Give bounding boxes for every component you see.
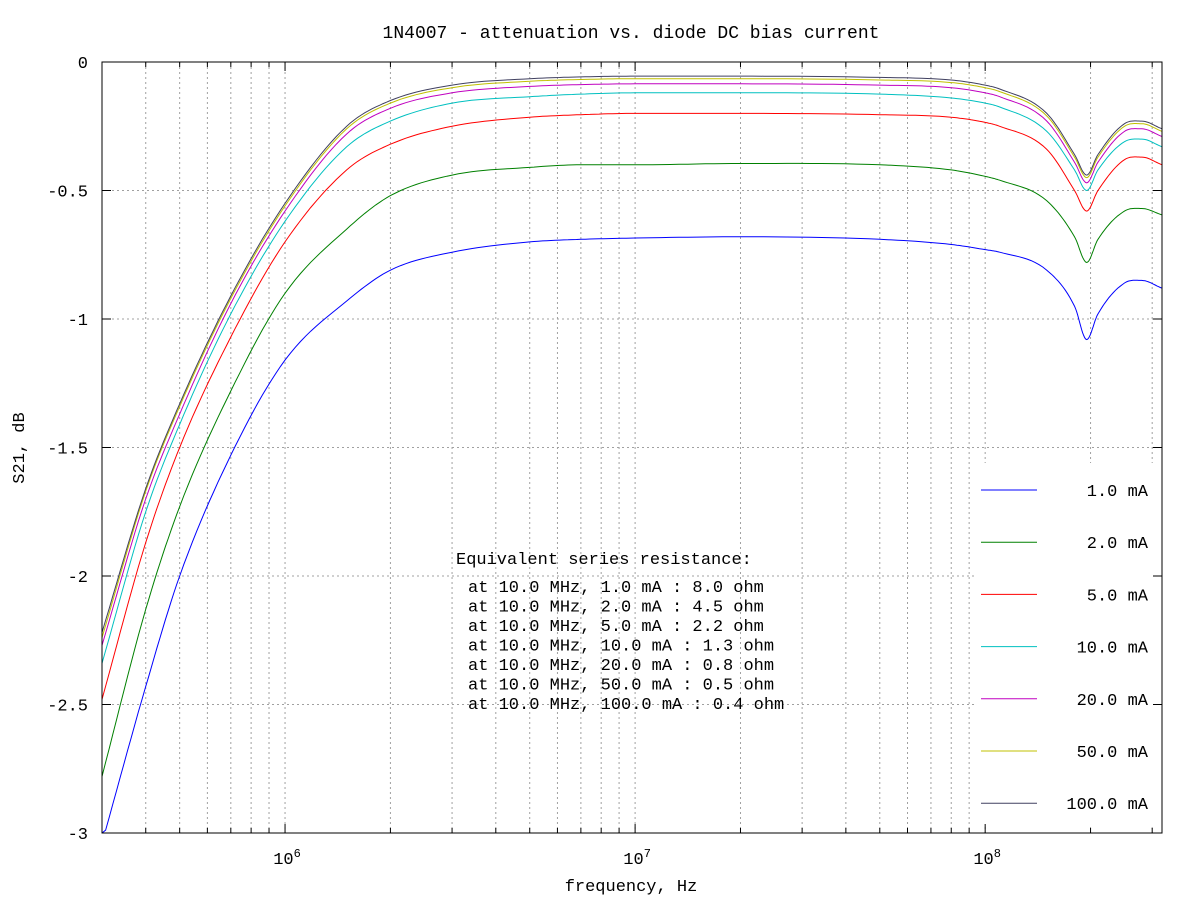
y-tick-label: -3: [68, 826, 88, 845]
y-axis-label: S21, dB: [11, 412, 30, 483]
annotation-heading: Equivalent series resistance:: [456, 551, 752, 570]
series-line-5: [101, 78, 1163, 638]
axis-ticks: 0 -0.5 -1 -1.5 -2 -2.5 -3 106 107 108: [47, 55, 1162, 870]
x-tick-label: 106: [273, 847, 301, 870]
legend-label: 1.0 mA: [1087, 483, 1149, 502]
annotation-line: at 10.0 MHz, 1.0 mA : 8.0 ohm: [468, 579, 764, 598]
y-tick-label: -2.5: [47, 698, 88, 717]
annotation-line: at 10.0 MHz, 2.0 mA : 4.5 ohm: [468, 599, 764, 618]
legend-label: 100.0 mA: [1066, 796, 1148, 815]
annotation-line: at 10.0 MHz, 5.0 mA : 2.2 ohm: [468, 618, 764, 637]
series-layer: [101, 75, 1163, 834]
y-tick-label: 0: [78, 55, 88, 74]
chart-title: 1N4007 - attenuation vs. diode DC bias c…: [383, 24, 880, 44]
resistance-annotation: Equivalent series resistance: at 10.0 MH…: [456, 551, 784, 715]
legend-label: 10.0 mA: [1077, 640, 1149, 659]
legend-background: [974, 463, 1172, 827]
annotation-line: at 10.0 MHz, 20.0 mA : 0.8 ohm: [468, 657, 774, 676]
y-tick-label: -1.5: [47, 441, 88, 460]
series-line-2: [101, 112, 1163, 700]
legend-label: 20.0 mA: [1077, 692, 1149, 711]
y-tick-label: -0.5: [47, 184, 88, 203]
y-tick-label: -2: [68, 569, 88, 588]
series-line-0: [101, 236, 1163, 834]
legend-label: 5.0 mA: [1087, 587, 1149, 606]
y-tick-label: -1: [68, 312, 88, 331]
series-line-1: [101, 162, 1163, 777]
x-axis-label: frequency, Hz: [565, 878, 698, 897]
annotation-line: at 10.0 MHz, 50.0 mA : 0.5 ohm: [468, 677, 774, 696]
x-tick-label: 107: [623, 847, 651, 870]
legend: 1.0 mA 2.0 mA 5.0 mA 10.0 mA 20.0 mA 50.0 mA 1…: [981, 483, 1149, 815]
legend-label: 2.0 mA: [1087, 535, 1149, 554]
annotation-line: at 10.0 MHz, 100.0 mA : 0.4 ohm: [468, 696, 784, 715]
legend-label: 50.0 mA: [1077, 744, 1149, 763]
series-line-6: [101, 75, 1163, 633]
x-tick-label: 108: [973, 847, 1001, 870]
series-line-4: [101, 83, 1163, 646]
annotation-line: at 10.0 MHz, 10.0 mA : 1.3 ohm: [468, 638, 774, 657]
series-line-3: [101, 92, 1163, 664]
